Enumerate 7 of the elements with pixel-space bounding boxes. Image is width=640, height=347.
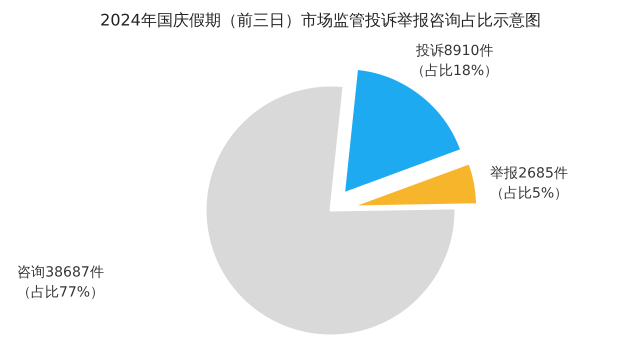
slice-label: 咨询38687件 xyxy=(17,264,104,280)
text: （占比18%） xyxy=(411,63,498,80)
text: （占比77%） xyxy=(16,284,104,300)
slice-label: 举报2685件 xyxy=(490,165,568,182)
text: （占比5%） xyxy=(490,185,568,202)
chart-title: 2024年国庆假期（前三日）市场监管投诉举报咨询占比示意图 xyxy=(100,10,541,30)
slice-label: 投诉8910件 xyxy=(414,43,494,60)
